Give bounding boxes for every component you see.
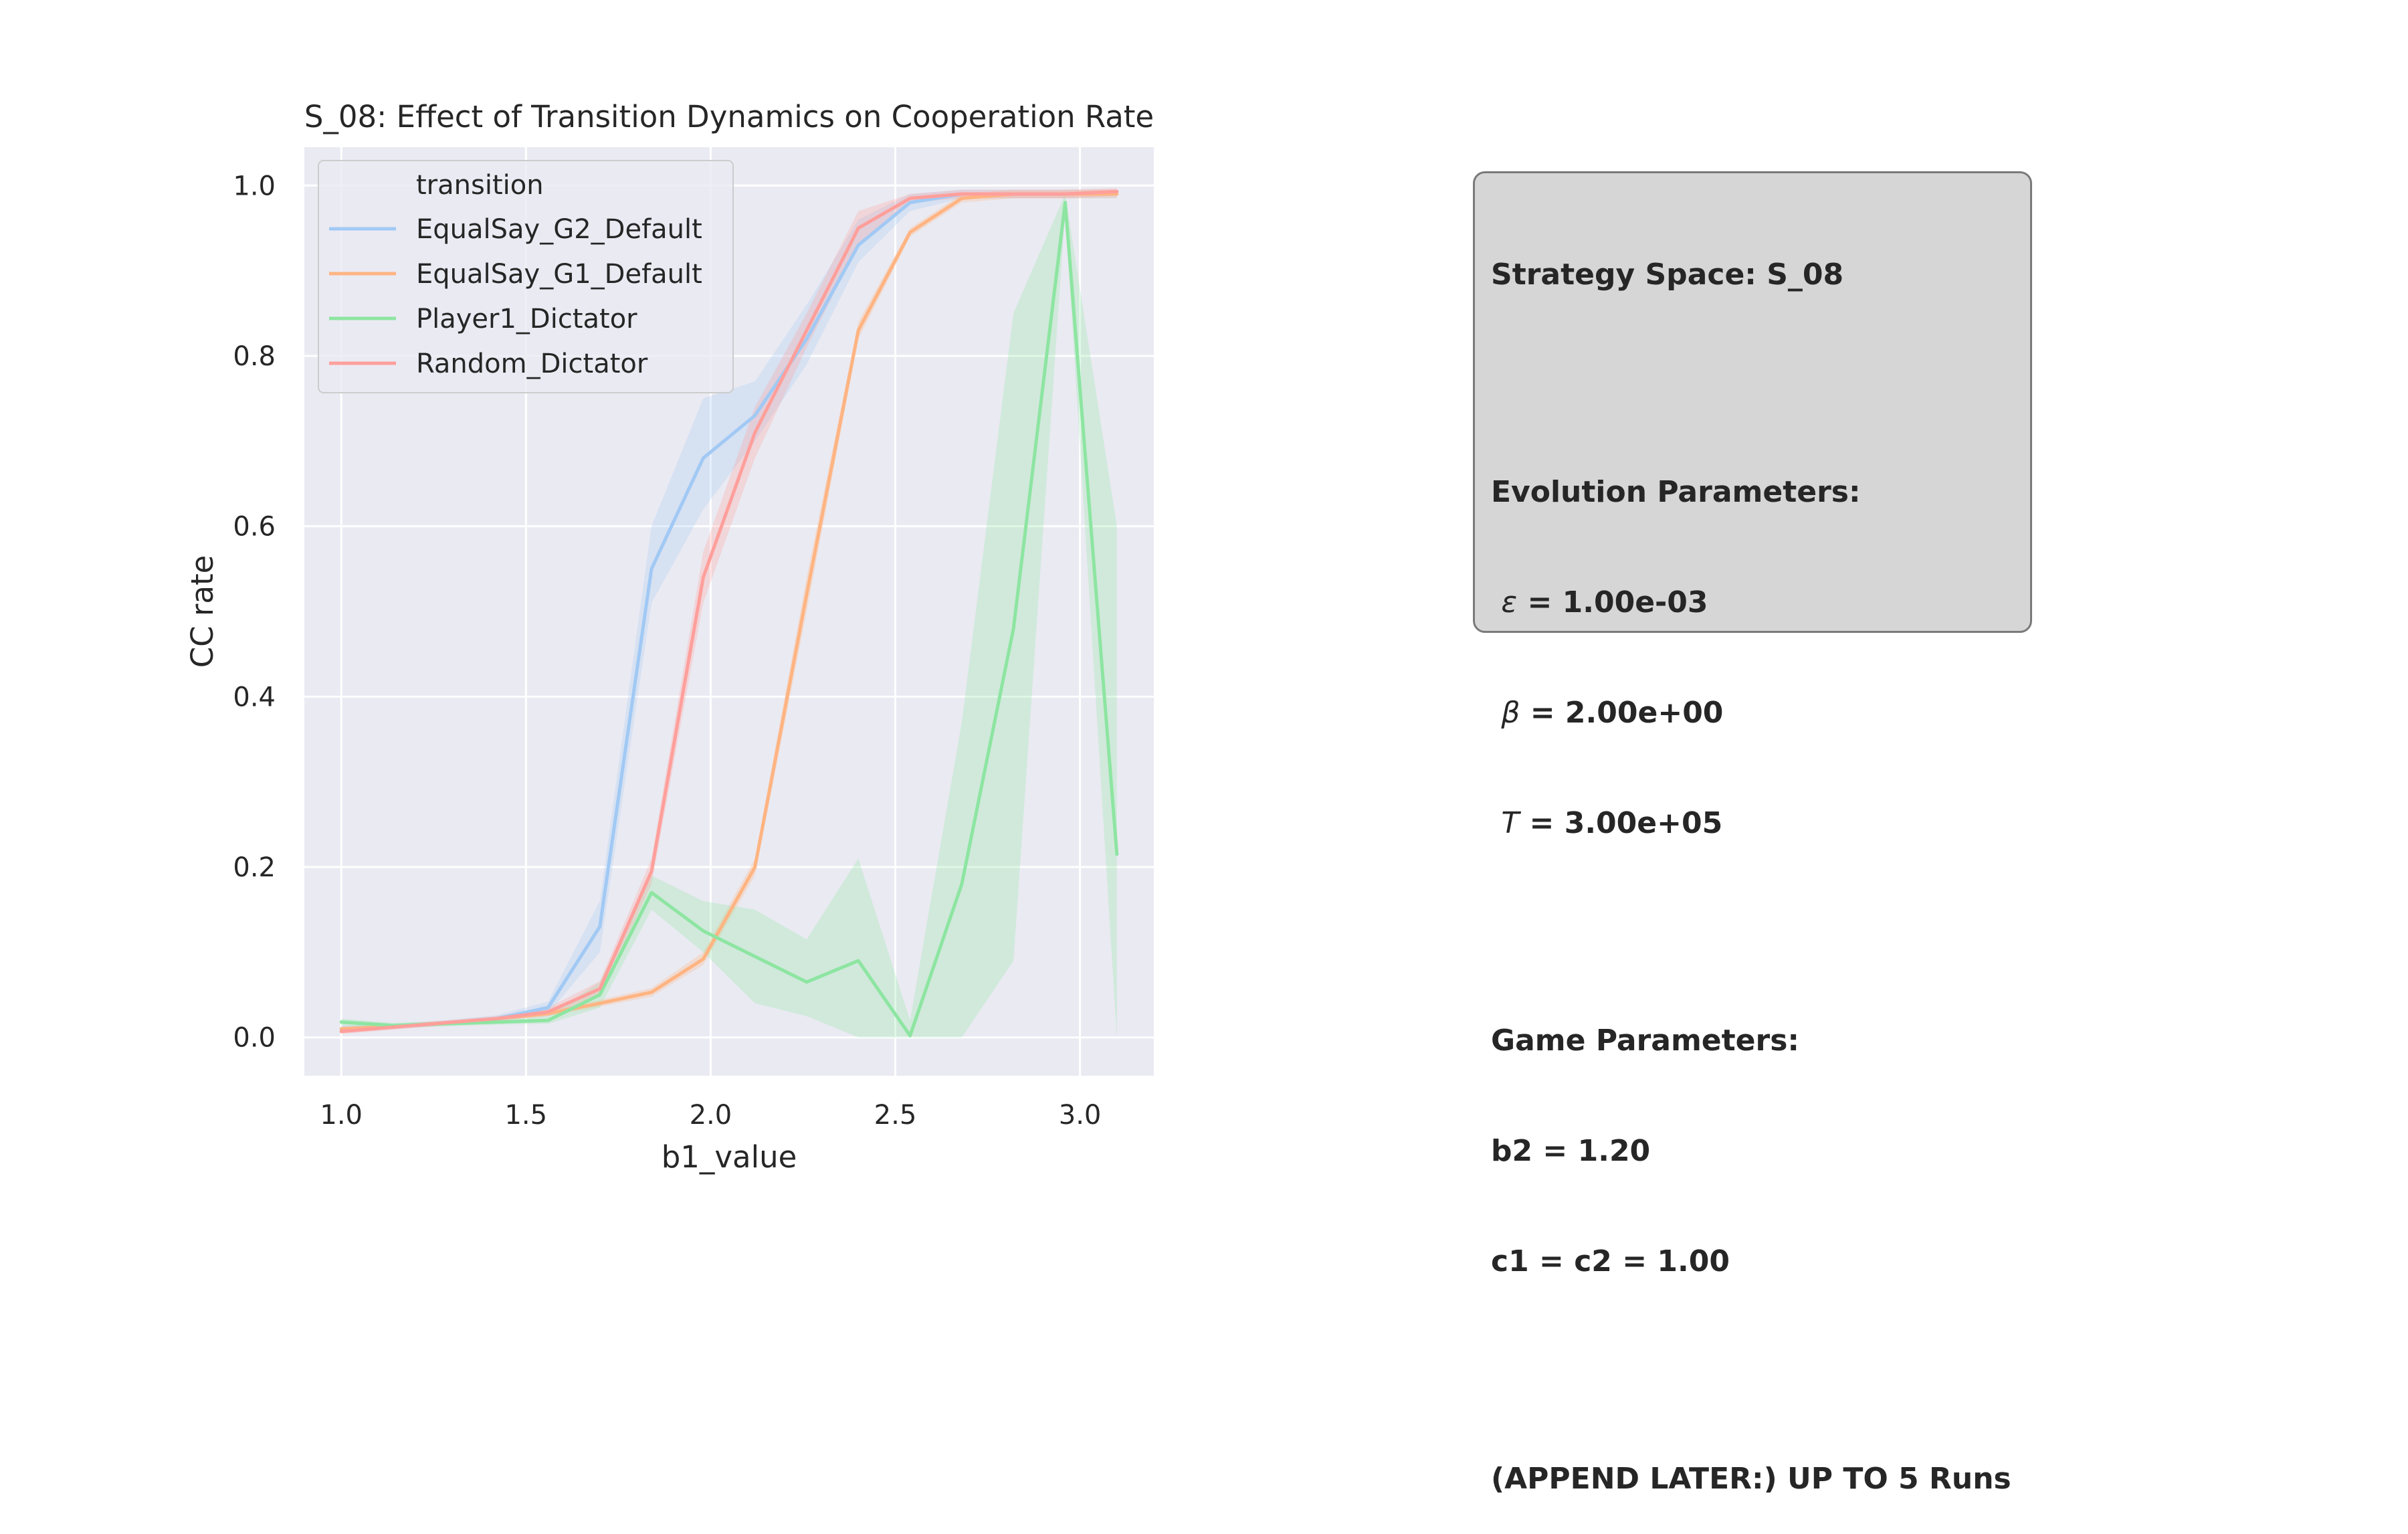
y-tick-label: 0.0 — [233, 1023, 276, 1054]
x-tick-label: 3.0 — [1059, 1100, 1102, 1131]
beta-symbol: β — [1501, 696, 1520, 730]
t-value: = 3.00e+05 — [1519, 806, 1723, 840]
t-symbol: T — [1501, 806, 1520, 840]
y-tick-labels: 0.0 0.2 0.4 0.6 0.8 1.0 — [233, 171, 276, 1053]
series-line-Player1_Dictator — [339, 201, 1119, 1038]
runs-note: (APPEND LATER:) UP TO 5 Runs — [1491, 1462, 2011, 1496]
legend-title: transition — [416, 170, 544, 201]
info-spacer — [1491, 367, 2030, 400]
epsilon-symbol: ε — [1501, 585, 1518, 619]
beta-value: = 2.00e+00 — [1520, 696, 1724, 730]
y-tick-label: 0.4 — [233, 682, 276, 712]
series-lines — [339, 189, 1119, 1038]
confidence-bands — [341, 188, 1117, 1038]
series-line-Random_Dictator — [339, 189, 1119, 1034]
game-parameters-header: Game Parameters: — [1491, 1024, 1800, 1058]
x-tick-label: 2.5 — [874, 1100, 917, 1131]
chart-title: S_08: Effect of Transition Dynamics on C… — [304, 99, 1154, 134]
legend-frame — [318, 160, 734, 393]
legend-entry: Player1_Dictator — [416, 304, 637, 334]
epsilon-value: = 1.00e-03 — [1517, 585, 1708, 619]
legend-entry: EqualSay_G1_Default — [416, 259, 702, 290]
epsilon-parameter: ε = 1.00e-03 — [1491, 584, 2030, 621]
strategy-space-text: Strategy Space: S_08 — [1491, 258, 1844, 292]
legend: transition EqualSay_G2_DefaultEqualSay_G… — [318, 160, 734, 393]
info-spacer — [1491, 1353, 2030, 1387]
info-spacer — [1491, 915, 2030, 949]
legend-entry: EqualSay_G2_Default — [416, 214, 702, 245]
x-axis-label: b1_value — [662, 1139, 797, 1175]
beta-parameter: β = 2.00e+00 — [1491, 694, 2030, 731]
t-parameter: T = 3.00e+05 — [1491, 805, 2030, 842]
x-tick-label: 1.0 — [320, 1100, 363, 1131]
y-axis-label: CC rate — [185, 555, 220, 668]
x-tick-label: 2.0 — [690, 1100, 732, 1131]
y-tick-label: 0.2 — [233, 852, 276, 883]
y-tick-label: 1.0 — [233, 171, 276, 201]
chart: 1.0 1.5 2.0 2.5 3.0 0.0 0.2 0.4 0.6 0.8 1.0 S_08:… — [185, 99, 1154, 1175]
evolution-parameters-header: Evolution Parameters: — [1491, 475, 1861, 509]
c-parameter: c1 = c2 = 1.00 — [1491, 1244, 1730, 1278]
x-tick-label: 1.5 — [504, 1100, 547, 1131]
legend-items: EqualSay_G2_Default EqualSay_G1_Default Pl… — [329, 214, 702, 379]
legend-entry: Random_Dictator — [416, 349, 648, 379]
b2-parameter: b2 = 1.20 — [1491, 1134, 1651, 1168]
y-tick-label: 0.6 — [233, 512, 276, 543]
x-tick-labels: 1.0 1.5 2.0 2.5 3.0 — [320, 1100, 1101, 1131]
parameters-info-box: Strategy Space: S_08 Evolution Parameter… — [1473, 171, 2032, 1496]
y-tick-label: 0.8 — [233, 341, 276, 372]
confidence-band-Player1_Dictator — [341, 194, 1117, 1038]
